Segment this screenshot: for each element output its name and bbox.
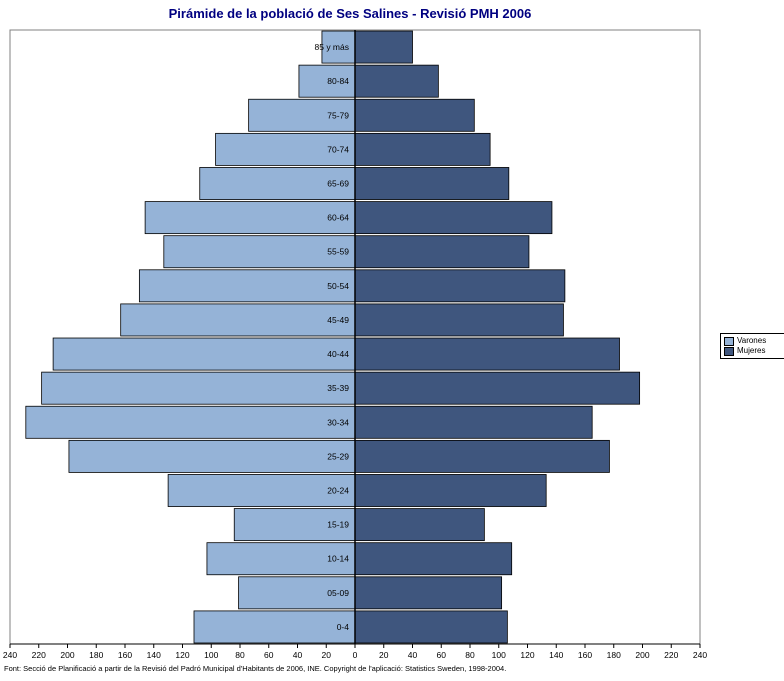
- legend-label-varones: Varones: [737, 336, 767, 345]
- x-ticks-group: 240 220 200 180 160 140 120 100 80 60 40 20 0 20 40 60 8…: [3, 644, 707, 660]
- category-label-17: 0-4: [337, 622, 350, 632]
- bar-varones-5: [144, 201, 356, 235]
- bar-varones-4: [199, 167, 356, 200]
- x-tick-label-9: 60: [264, 650, 274, 660]
- bar-varones-17: [193, 610, 356, 644]
- bar-varones-12: [68, 439, 356, 473]
- category-label-12: 25-29: [327, 451, 349, 461]
- bar-mujeres-16: [354, 576, 503, 610]
- x-tick-label-5: 140: [147, 650, 161, 660]
- category-label-6: 55-59: [327, 247, 349, 257]
- category-labels-group: 85 y más 80-84 75-79 70-74 65-69 60-64 55-59 50…: [315, 42, 350, 632]
- category-label-2: 75-79: [327, 110, 349, 120]
- bar-mujeres-7: [354, 269, 566, 303]
- bar-mujeres-13: [354, 474, 547, 507]
- x-tick-label-18: 120: [520, 650, 534, 660]
- category-label-7: 50-54: [327, 281, 349, 291]
- bar-mujeres-5: [354, 201, 553, 235]
- legend: Varones Mujeres: [720, 333, 784, 359]
- bar-mujeres-12: [354, 439, 610, 473]
- x-tick-label-12: 0: [353, 650, 358, 660]
- x-tick-label-23: 220: [664, 650, 678, 660]
- legend-item-mujeres: Mujeres: [724, 346, 782, 356]
- bar-mujeres-15: [354, 542, 513, 576]
- category-label-3: 70-74: [327, 144, 349, 154]
- legend-label-mujeres: Mujeres: [737, 346, 766, 355]
- bar-varones-7: [138, 269, 356, 303]
- bar-varones-10: [41, 371, 356, 405]
- bar-varones-13: [167, 474, 356, 507]
- bar-mujeres-3: [354, 132, 491, 166]
- source-note: Font: Secció de Planificació a partir de…: [4, 664, 507, 673]
- bar-mujeres-6: [354, 235, 530, 269]
- x-tick-label-4: 160: [118, 650, 132, 660]
- bar-varones-11: [25, 405, 356, 439]
- bar-varones-3: [215, 132, 356, 166]
- x-tick-label-15: 60: [437, 650, 447, 660]
- x-tick-label-22: 200: [635, 650, 649, 660]
- bar-varones-9: [52, 337, 356, 371]
- legend-swatch-mujeres: [724, 346, 734, 356]
- category-label-11: 30-34: [327, 417, 349, 427]
- x-tick-label-10: 40: [293, 650, 303, 660]
- x-tick-label-7: 100: [204, 650, 218, 660]
- bar-mujeres-2: [354, 98, 475, 132]
- bar-varones-0: [321, 30, 356, 64]
- category-label-9: 40-44: [327, 349, 349, 359]
- category-label-15: 10-14: [327, 554, 349, 564]
- bar-varones-2: [248, 98, 356, 132]
- x-tick-label-0: 240: [3, 650, 17, 660]
- x-tick-label-3: 180: [89, 650, 103, 660]
- category-label-1: 80-84: [327, 76, 349, 86]
- x-tick-label-24: 240: [693, 650, 707, 660]
- x-tick-label-2: 200: [60, 650, 74, 660]
- category-label-4: 65-69: [327, 179, 349, 189]
- x-tick-label-17: 100: [492, 650, 506, 660]
- bar-mujeres-17: [354, 610, 508, 644]
- x-tick-label-1: 220: [32, 650, 46, 660]
- category-label-14: 15-19: [327, 520, 349, 530]
- category-label-8: 45-49: [327, 315, 349, 325]
- category-label-16: 05-09: [327, 588, 349, 598]
- bar-mujeres-9: [354, 337, 620, 371]
- bar-varones-8: [120, 303, 356, 337]
- x-tick-label-14: 40: [408, 650, 418, 660]
- bar-mujeres-14: [354, 508, 485, 542]
- bar-varones-6: [163, 235, 356, 269]
- category-label-0: 85 y más: [315, 42, 350, 52]
- category-label-5: 60-64: [327, 213, 349, 223]
- x-tick-label-13: 20: [379, 650, 389, 660]
- x-tick-label-8: 80: [235, 650, 245, 660]
- legend-item-varones: Varones: [724, 336, 782, 346]
- x-tick-label-20: 160: [578, 650, 592, 660]
- category-label-10: 35-39: [327, 383, 349, 393]
- bar-mujeres-11: [354, 405, 593, 439]
- bar-varones-16: [238, 576, 356, 610]
- x-tick-label-6: 120: [175, 650, 189, 660]
- x-tick-label-11: 20: [322, 650, 332, 660]
- bar-mujeres-8: [354, 303, 564, 337]
- legend-swatch-varones: [724, 336, 734, 346]
- bar-mujeres-0: [354, 30, 413, 64]
- bar-mujeres-4: [354, 167, 510, 200]
- bar-mujeres-1: [354, 64, 439, 98]
- x-tick-label-21: 180: [607, 650, 621, 660]
- chart-title: Pirámide de la població de Ses Salines -…: [168, 6, 532, 21]
- x-tick-label-16: 80: [465, 650, 475, 660]
- bar-mujeres-10: [354, 371, 641, 405]
- category-label-13: 20-24: [327, 486, 349, 496]
- x-tick-label-19: 140: [549, 650, 563, 660]
